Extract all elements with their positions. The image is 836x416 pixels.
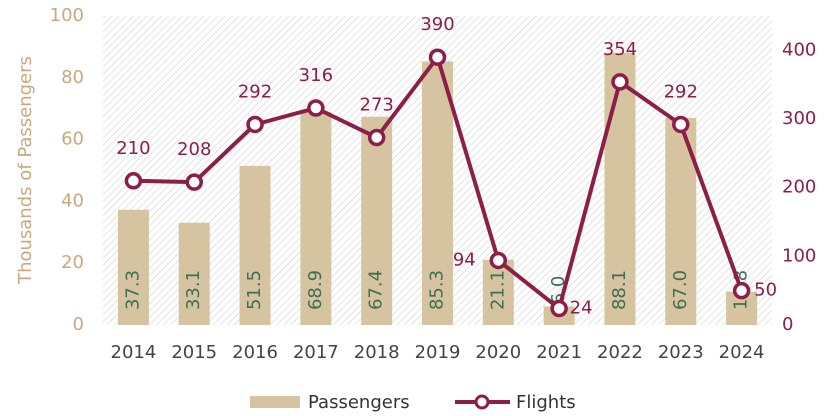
line-marker [367, 128, 386, 147]
bar-value-label: 85.3 [427, 270, 448, 310]
y-axis-label: Thousands of Passengers [15, 56, 36, 285]
line-marker [611, 73, 629, 91]
y2-tick-label: 400 [782, 39, 816, 60]
legend-label: Flights [516, 392, 576, 413]
line-value-label: 390 [420, 14, 454, 35]
bar-value-label: 33.1 [183, 270, 204, 310]
line-marker [550, 299, 568, 318]
bar-value-label: 68.9 [305, 270, 326, 310]
y2-tick-label: 300 [782, 108, 816, 129]
bar-value-label: 51.5 [244, 270, 265, 310]
line-marker [124, 172, 143, 190]
x-tick-label: 2023 [658, 342, 704, 363]
x-tick-label: 2018 [354, 342, 400, 363]
bar [361, 116, 393, 325]
y2-tick-label: 100 [782, 245, 816, 266]
bar [604, 52, 636, 326]
y-tick-label: 20 [61, 252, 84, 273]
line-marker [732, 281, 751, 300]
line-value-label: 208 [177, 139, 211, 160]
line-value-label: 292 [664, 81, 698, 102]
bar [178, 222, 210, 325]
line-value-label: 316 [299, 65, 333, 86]
x-tick-label: 2024 [719, 342, 765, 363]
line-marker [672, 115, 690, 134]
x-tick-label: 2020 [475, 342, 521, 363]
y-tick-label: 0 [73, 314, 84, 335]
line-value-label: 210 [116, 138, 150, 159]
legend-swatch-marker [474, 394, 490, 410]
line-marker [489, 251, 508, 270]
bar-value-label: 37.3 [122, 270, 143, 310]
line-value-label: 354 [603, 39, 637, 60]
bar [300, 112, 332, 325]
legend-swatch [250, 396, 300, 408]
x-tick-label: 2022 [597, 342, 643, 363]
x-tick-label: 2021 [536, 342, 582, 363]
y-tick-label: 40 [61, 190, 84, 211]
x-tick-label: 2019 [415, 342, 461, 363]
line-value-label: 50 [754, 280, 777, 301]
bar-value-label: 67.4 [366, 270, 387, 310]
bar-value-label: 21.1 [487, 270, 508, 310]
y-tick-label: 80 [61, 67, 84, 88]
bar [239, 165, 271, 325]
line-marker [428, 48, 447, 66]
x-tick-label: 2015 [171, 342, 217, 363]
line-marker [246, 115, 264, 134]
y2-tick-label: 0 [782, 314, 793, 335]
line-value-label: 273 [360, 95, 394, 116]
line-value-label: 94 [453, 249, 476, 270]
bar-value-label: 88.1 [609, 270, 630, 310]
legend-label: Passengers [308, 392, 410, 413]
line-value-label: 24 [570, 298, 593, 319]
y-tick-label: 60 [61, 129, 84, 150]
y2-tick-label: 200 [782, 177, 816, 198]
y-tick-label: 100 [50, 5, 84, 26]
bar-value-label: 67.0 [670, 270, 691, 310]
line-marker [185, 173, 203, 191]
line-marker [307, 99, 325, 117]
x-tick-label: 2016 [232, 342, 278, 363]
x-tick-label: 2014 [111, 342, 157, 363]
bar [117, 209, 149, 325]
bar [422, 61, 453, 325]
line-value-label: 292 [238, 81, 272, 102]
x-tick-label: 2017 [293, 342, 339, 363]
